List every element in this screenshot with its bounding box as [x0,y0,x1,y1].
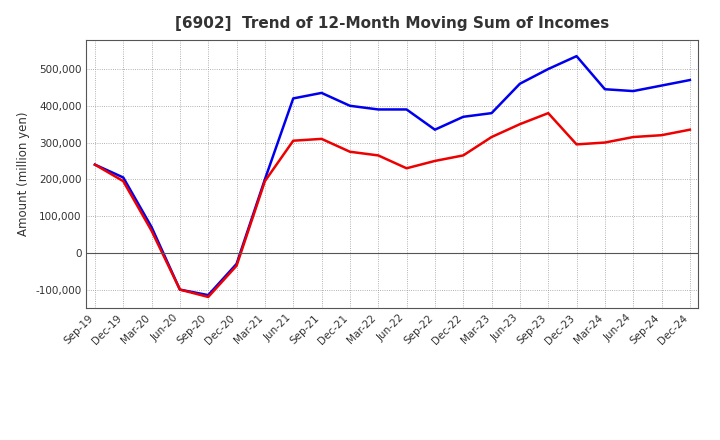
Net Income [289,138,297,143]
Ordinary Income [289,96,297,101]
Ordinary Income [600,87,609,92]
Ordinary Income [374,107,382,112]
Net Income [233,263,241,268]
Line: Net Income: Net Income [95,113,690,297]
Net Income [516,121,524,127]
Net Income [148,228,156,234]
Net Income [459,153,467,158]
Net Income [204,294,212,300]
Net Income [346,149,354,154]
Net Income [600,140,609,145]
Ordinary Income [629,88,637,94]
Ordinary Income [261,177,269,182]
Net Income [685,127,694,132]
Line: Ordinary Income: Ordinary Income [95,56,690,295]
Ordinary Income [148,224,156,230]
Ordinary Income [487,110,496,116]
Ordinary Income [459,114,467,119]
Net Income [629,134,637,139]
Y-axis label: Amount (million yen): Amount (million yen) [17,112,30,236]
Ordinary Income [516,81,524,86]
Ordinary Income [544,66,552,72]
Ordinary Income [346,103,354,108]
Ordinary Income [685,77,694,83]
Net Income [657,132,666,138]
Net Income [261,179,269,184]
Net Income [487,134,496,139]
Ordinary Income [318,90,326,95]
Net Income [572,142,581,147]
Ordinary Income [233,261,241,267]
Net Income [402,165,411,171]
Ordinary Income [176,287,184,292]
Ordinary Income [91,162,99,167]
Net Income [318,136,326,142]
Net Income [119,179,127,184]
Ordinary Income [402,107,411,112]
Title: [6902]  Trend of 12-Month Moving Sum of Incomes: [6902] Trend of 12-Month Moving Sum of I… [175,16,610,32]
Net Income [431,158,439,164]
Ordinary Income [431,127,439,132]
Net Income [176,287,184,292]
Ordinary Income [657,83,666,88]
Net Income [374,153,382,158]
Ordinary Income [119,175,127,180]
Ordinary Income [204,293,212,298]
Net Income [544,110,552,116]
Ordinary Income [572,54,581,59]
Net Income [91,162,99,167]
